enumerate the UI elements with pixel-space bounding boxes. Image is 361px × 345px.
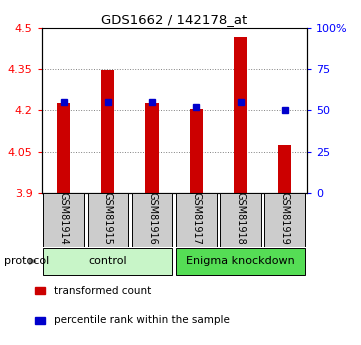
Text: GSM81918: GSM81918 [235, 193, 245, 245]
Bar [35, 287, 45, 294]
Text: transformed count: transformed count [54, 286, 152, 296]
Title: GDS1662 / 142178_at: GDS1662 / 142178_at [101, 13, 247, 27]
Text: protocol: protocol [4, 256, 49, 266]
Bar [220, 193, 261, 247]
Text: percentile rank within the sample: percentile rank within the sample [54, 315, 230, 325]
Bar [43, 193, 84, 247]
Bar [264, 193, 305, 247]
Text: Enigma knockdown: Enigma knockdown [186, 256, 295, 266]
Text: GSM81916: GSM81916 [147, 193, 157, 245]
Bar [35, 317, 45, 324]
Bar [176, 248, 305, 275]
Bar [145, 104, 159, 193]
Text: control: control [88, 256, 127, 266]
Text: GSM81917: GSM81917 [191, 193, 201, 245]
Bar [278, 145, 291, 193]
Bar [43, 248, 173, 275]
Bar [57, 104, 70, 193]
Bar [132, 193, 173, 247]
Bar [176, 193, 217, 247]
Text: GSM81919: GSM81919 [280, 193, 290, 245]
Text: GSM81914: GSM81914 [58, 193, 69, 245]
Bar [234, 37, 247, 193]
Bar [190, 109, 203, 193]
Text: GSM81915: GSM81915 [103, 193, 113, 245]
Bar [87, 193, 128, 247]
Bar [101, 70, 114, 193]
